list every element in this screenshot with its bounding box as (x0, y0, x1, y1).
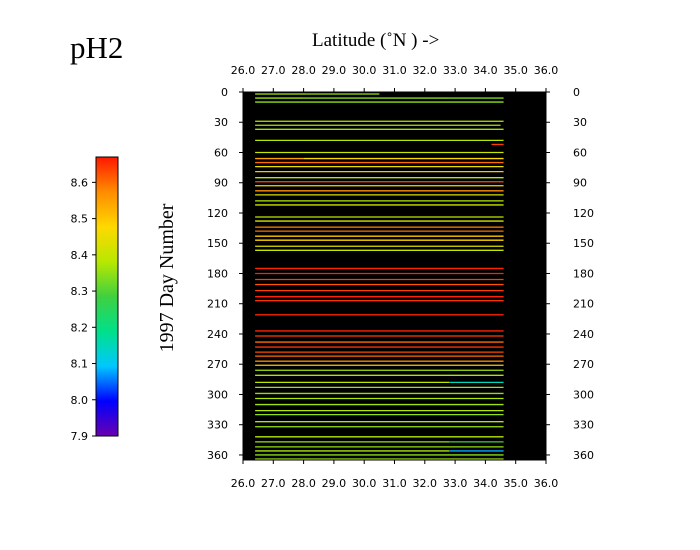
x-tick-label-bottom: 26.0 (231, 477, 256, 490)
y-tick-label-right: 150 (573, 237, 594, 250)
x-tick-label-top: 28.0 (291, 64, 316, 77)
y-tick-label-right: 270 (573, 358, 594, 371)
x-tick-label-top: 31.0 (382, 64, 407, 77)
colorbar-tick-label: 8.1 (71, 358, 89, 371)
x-tick-label-bottom: 33.0 (443, 477, 468, 490)
colorbar-tick-label: 8.4 (71, 249, 89, 262)
x-tick-label-top: 36.0 (534, 64, 559, 77)
x-tick-label-top: 30.0 (352, 64, 377, 77)
y-tick-label-left: 60 (214, 146, 228, 159)
x-tick-label-bottom: 28.0 (291, 477, 316, 490)
x-tick-label-top: 27.0 (261, 64, 286, 77)
x-tick-label-top: 35.0 (503, 64, 528, 77)
x-tick-label-bottom: 29.0 (322, 477, 347, 490)
colorbar-tick-label: 7.9 (71, 430, 89, 443)
x-tick-label-bottom: 34.0 (473, 477, 498, 490)
x-tick-label-bottom: 35.0 (503, 477, 528, 490)
chart-title: pH2 (70, 30, 123, 65)
x-tick-label-bottom: 30.0 (352, 477, 377, 490)
axes: 26.0 26.0 27.0 27.0 28.0 28.0 29.0 29.0 30.0 30.0… (207, 64, 594, 490)
y-tick-label-right: 90 (573, 177, 587, 190)
y-tick-label-left: 90 (214, 177, 228, 190)
y-tick-label-left: 180 (207, 267, 228, 280)
y-tick-label-right: 300 (573, 388, 594, 401)
colorbar-ticks: 7.9 8.0 8.1 8.2 8.3 8.4 8.5 8.6 (71, 176, 96, 443)
y-tick-label-right: 180 (573, 267, 594, 280)
y-tick-label-left: 330 (207, 419, 228, 432)
colorbar-tick-label: 8.2 (71, 321, 89, 334)
y-tick-label-right: 120 (573, 207, 594, 220)
y-tick-label-left: 210 (207, 298, 228, 311)
colorbar-tick-label: 8.6 (71, 176, 89, 189)
x-tick-label-top: 34.0 (473, 64, 498, 77)
x-tick-label-bottom: 31.0 (382, 477, 407, 490)
y-tick-label-left: 150 (207, 237, 228, 250)
y-tick-label-right: 30 (573, 116, 587, 129)
y-tick-label-left: 120 (207, 207, 228, 220)
y-tick-label-left: 360 (207, 449, 228, 462)
x-tick-label-bottom: 36.0 (534, 477, 559, 490)
x-tick-label-bottom: 27.0 (261, 477, 286, 490)
y-tick-label-left: 300 (207, 388, 228, 401)
colorbar-tick-label: 8.5 (71, 213, 89, 226)
y-tick-label-left: 270 (207, 358, 228, 371)
y-tick-label-left: 0 (221, 86, 228, 99)
day-number-axis-label: 1997 Day Number (156, 203, 178, 352)
y-tick-label-right: 330 (573, 419, 594, 432)
latitude-axis-label: Latitude (˚N ) -> (312, 30, 439, 51)
x-tick-label-top: 26.0 (231, 64, 256, 77)
x-tick-label-top: 33.0 (443, 64, 468, 77)
colorbar-tick-label: 8.0 (71, 394, 89, 407)
y-tick-label-left: 30 (214, 116, 228, 129)
x-tick-label-top: 32.0 (413, 64, 438, 77)
transect-lines (255, 93, 504, 460)
x-tick-label-top: 29.0 (322, 64, 347, 77)
y-tick-label-right: 210 (573, 298, 594, 311)
colorbar: 7.9 8.0 8.1 8.2 8.3 8.4 8.5 8.6 (71, 156, 119, 443)
y-tick-label-left: 240 (207, 328, 228, 341)
colorbar-tick-label: 8.3 (71, 285, 89, 298)
y-tick-label-right: 360 (573, 449, 594, 462)
y-tick-label-right: 60 (573, 146, 587, 159)
y-tick-label-right: 0 (573, 86, 580, 99)
y-tick-label-right: 240 (573, 328, 594, 341)
colorbar-gradient (95, 156, 119, 437)
x-tick-label-bottom: 32.0 (413, 477, 438, 490)
